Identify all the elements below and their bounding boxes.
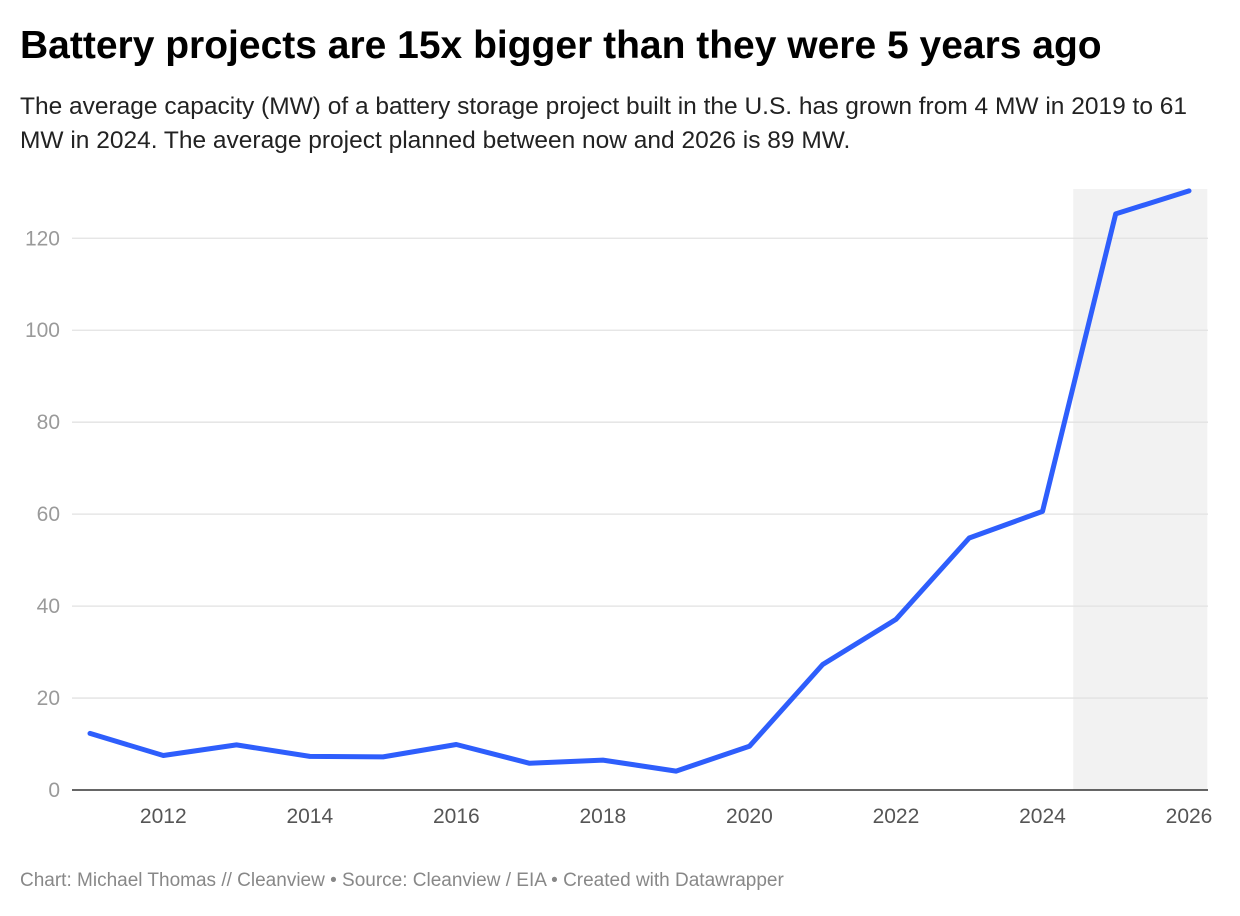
x-tick-label: 2026 — [1166, 805, 1213, 828]
x-tick-label: 2020 — [726, 805, 773, 828]
x-tick-label: 2018 — [580, 805, 627, 828]
projection-band — [1073, 189, 1208, 790]
chart-footer: Chart: Michael Thomas // Cleanview • Sou… — [20, 870, 784, 891]
y-tick-label: 80 — [37, 411, 60, 434]
y-tick-label: 100 — [25, 319, 60, 342]
y-gridlines — [72, 237, 1208, 791]
x-tick-label: 2016 — [433, 805, 480, 828]
x-tick-label: 2022 — [873, 805, 920, 828]
x-tick-label: 2024 — [1019, 805, 1066, 828]
y-tick-label: 120 — [25, 227, 60, 250]
x-axis-ticks: 2012 2014 2016 2018 2020 2022 2024 2026 — [140, 805, 1212, 828]
series-lines — [87, 188, 1192, 774]
chart-subtitle: The average capacity (MW) of a battery s… — [20, 93, 1188, 154]
y-axis-ticks: 0 20 40 60 80 100 120 — [25, 227, 60, 802]
y-tick-label: 60 — [37, 503, 60, 526]
y-tick-label: 20 — [37, 687, 60, 710]
projection-highlight — [1073, 189, 1208, 790]
series-line — [87, 188, 1192, 774]
y-tick-label: 40 — [37, 595, 60, 618]
x-tick-label: 2012 — [140, 805, 187, 828]
chart-title: Battery projects are 15x bigger than the… — [20, 24, 1102, 67]
y-tick-label: 0 — [48, 779, 60, 802]
x-tick-label: 2014 — [286, 805, 333, 828]
